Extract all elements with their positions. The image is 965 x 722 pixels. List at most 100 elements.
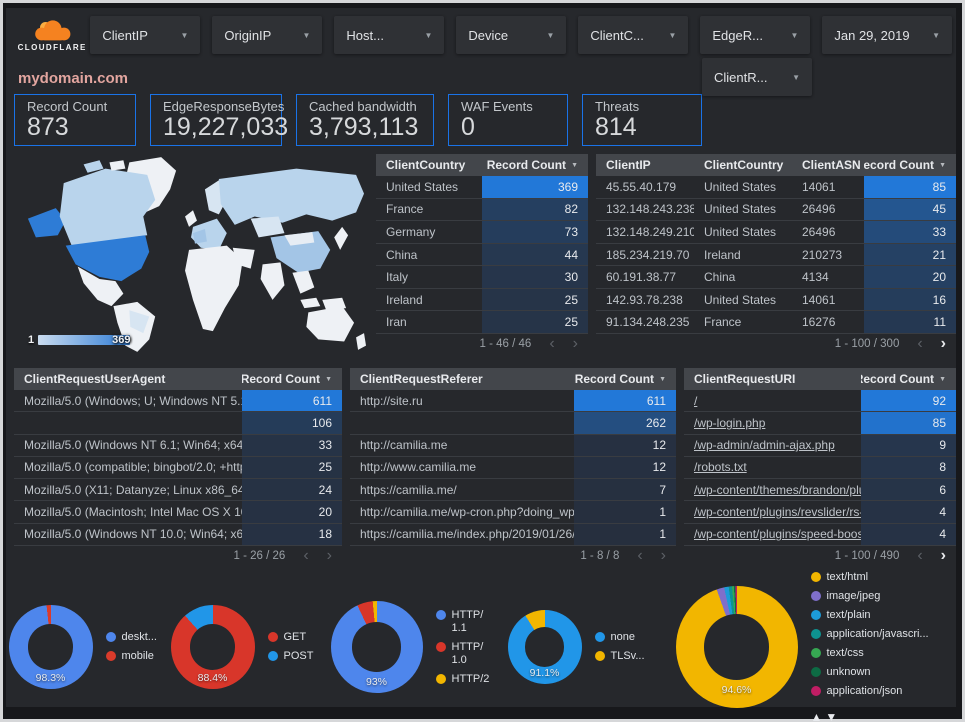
legend-item: HTTP/ 1.0	[435, 641, 492, 667]
record-count-cell: 7	[574, 479, 676, 501]
table-pagination: 1 - 100 / 300 ‹ ›	[596, 334, 956, 354]
table-row[interactable]: /robots.txt 8	[684, 456, 956, 480]
device-donut[interactable]: 98.3%	[8, 605, 93, 689]
table-row[interactable]: Mozilla/5.0 (Macintosh; Intel Mac OS X 1…	[14, 501, 342, 524]
table-cell: China	[704, 270, 736, 285]
column-header[interactable]: ClientRequestReferer	[350, 372, 574, 386]
table-row[interactable]: 60.191.38.77 China 4134 20	[596, 266, 956, 289]
column-header[interactable]: ClientCountry	[376, 158, 482, 172]
column-header[interactable]: ClientIP	[596, 158, 694, 172]
filter-chip[interactable]: Host... ▼	[334, 16, 445, 54]
sort-caret-icon[interactable]: ▼	[939, 375, 946, 383]
table-row[interactable]: 132.148.249.210 United States 26496 33	[596, 221, 956, 244]
next-page-icon[interactable]: ›	[326, 547, 332, 564]
column-header-label: Record Count	[864, 158, 935, 172]
next-page-icon[interactable]: ›	[572, 335, 578, 352]
previous-page-icon[interactable]: ‹	[917, 335, 923, 352]
table-row[interactable]: /wp-admin/admin-ajax.php 9	[684, 434, 956, 457]
filter-chip[interactable]: Device ▼	[456, 16, 567, 54]
legend-item: POST	[267, 650, 314, 663]
table-row[interactable]: http://site.ru 611	[350, 390, 676, 413]
table-cell: France	[386, 202, 424, 217]
table-row[interactable]: 106	[14, 412, 342, 435]
table-cell: United States	[704, 179, 777, 194]
column-header[interactable]: Record Count ▼	[861, 372, 956, 386]
table-row[interactable]: https://camilia.me/7	[350, 479, 676, 502]
sort-caret-icon[interactable]: ▼	[939, 161, 946, 169]
legend-label: GET	[283, 631, 307, 643]
table-cell: https://camilia.me/	[360, 482, 457, 497]
column-header[interactable]: Record Count ▼	[574, 372, 676, 386]
table-cell	[350, 412, 574, 433]
next-page-icon[interactable]: ›	[940, 335, 946, 352]
column-header[interactable]: Record Count ▼	[482, 158, 588, 172]
table-row[interactable]: Mozilla/5.0 (X11; Datanyze; Linux x86_64…	[14, 479, 342, 502]
table-row[interactable]: Italy 30	[376, 266, 588, 289]
sort-caret-icon[interactable]: ▼	[325, 375, 332, 383]
tls-donut[interactable]: 91.1%	[507, 610, 582, 684]
table-row[interactable]: / 92	[684, 390, 956, 413]
table-header-row: ClientRequestReferer Record Count ▼	[350, 368, 676, 390]
column-header-label: ClientCountry	[386, 158, 466, 172]
client-country-table: ClientCountry Record Count ▼ United States 3…	[376, 154, 588, 354]
table-row[interactable]: /wp-content/plugins/speed-booste...4	[684, 523, 956, 546]
table-row[interactable]: /wp-content/plugins/revslider/rs-p...4	[684, 501, 956, 524]
table-row[interactable]: Germany 73	[376, 221, 588, 244]
content-type-donut[interactable]: 94.6%	[675, 586, 798, 708]
column-header[interactable]: ClientASN	[792, 158, 864, 172]
column-header[interactable]: ClientRequestURI	[684, 372, 861, 386]
previous-page-icon[interactable]: ‹	[917, 547, 923, 564]
filter-chip[interactable]: ClientC... ▼	[578, 16, 689, 54]
method-donut[interactable]: 88.4%	[170, 605, 255, 689]
request-uri-table: ClientRequestURI Record Count ▼ / 92/wp-logi…	[684, 368, 956, 566]
column-header[interactable]: ClientRequestUserAgent	[14, 372, 242, 386]
filter-chip[interactable]: OriginIP ▼	[212, 16, 323, 54]
column-header[interactable]: Record Count ▼	[864, 158, 956, 172]
http-version-donut[interactable]: 93%	[330, 601, 423, 693]
table-row[interactable]: Mozilla/5.0 (compatible; bingbot/2.0; +h…	[14, 456, 342, 480]
table-row[interactable]: Mozilla/5.0 (Windows NT 10.0; Win64; x64…	[14, 523, 342, 546]
next-page-icon[interactable]: ›	[940, 547, 946, 564]
filter-chip[interactable]: ClientIP ▼	[90, 16, 201, 54]
table-row[interactable]: /wp-login.php 85	[684, 412, 956, 435]
world-map-svg[interactable]	[14, 154, 368, 354]
table-row[interactable]: https://camilia.me/index.php/2019/01/26/…	[350, 523, 676, 546]
previous-page-icon[interactable]: ‹	[303, 547, 309, 564]
previous-page-icon[interactable]: ‹	[549, 335, 555, 352]
table-row[interactable]: China 44	[376, 243, 588, 267]
column-header[interactable]: ClientCountry	[694, 158, 792, 172]
legend-scroll-arrows[interactable]: ▲▼	[810, 709, 841, 722]
scorecard-value: 19,227,033	[163, 113, 289, 141]
table-cell: Mozilla/5.0 (Windows; U; Windows NT 5.1;…	[24, 393, 242, 408]
legend-color-dot	[810, 666, 821, 677]
table-row[interactable]: Iran 25	[376, 311, 588, 335]
table-row[interactable]: http://camilia.me 12	[350, 434, 676, 457]
table-row[interactable]: http://www.camilia.me 12	[350, 456, 676, 480]
scorecard: Threats 814	[582, 94, 702, 146]
table-row[interactable]: 262	[350, 412, 676, 435]
table-row[interactable]: 132.148.243.238 United States 26496 45	[596, 198, 956, 222]
table-row[interactable]: 45.55.40.179 United States 14061 85	[596, 176, 956, 199]
table-row[interactable]: 142.93.78.238 United States 14061 16	[596, 288, 956, 312]
table-row[interactable]: 91.134.248.235 France 16276 11	[596, 311, 956, 335]
filter-chip-clientr[interactable]: ClientR... ▼	[702, 58, 812, 96]
sort-caret-icon[interactable]: ▼	[659, 375, 666, 383]
table-row[interactable]: United States 369	[376, 176, 588, 199]
column-header[interactable]: Record Count ▼	[242, 372, 342, 386]
table-row[interactable]: Mozilla/5.0 (Windows; U; Windows NT 5.1;…	[14, 390, 342, 413]
next-page-icon[interactable]: ›	[660, 547, 666, 564]
table-row[interactable]: France 82	[376, 198, 588, 222]
previous-page-icon[interactable]: ‹	[637, 547, 643, 564]
table-row[interactable]: Ireland 25	[376, 288, 588, 312]
sort-caret-icon[interactable]: ▼	[571, 161, 578, 169]
filter-chip[interactable]: EdgeR... ▼	[700, 16, 811, 54]
table-row[interactable]: /wp-content/themes/brandon/plu... 6	[684, 479, 956, 502]
table-row[interactable]: 185.234.219.70 Ireland 210273 21	[596, 243, 956, 267]
donut-legend: HTTP/ 1.1 HTTP/ 1.0 HTTP/2	[435, 609, 492, 686]
legend-item: unknown	[810, 666, 939, 679]
table-row[interactable]: http://camilia.me/wp-cron.php?doing_wp_c…	[350, 501, 676, 524]
date-filter-chip[interactable]: Jan 29, 2019 ▼	[822, 16, 952, 54]
table-row[interactable]: Mozilla/5.0 (Windows NT 6.1; Win64; x64;…	[14, 434, 342, 457]
world-map[interactable]: 1 369	[14, 154, 368, 354]
legend-item: TLSv...	[594, 650, 647, 663]
